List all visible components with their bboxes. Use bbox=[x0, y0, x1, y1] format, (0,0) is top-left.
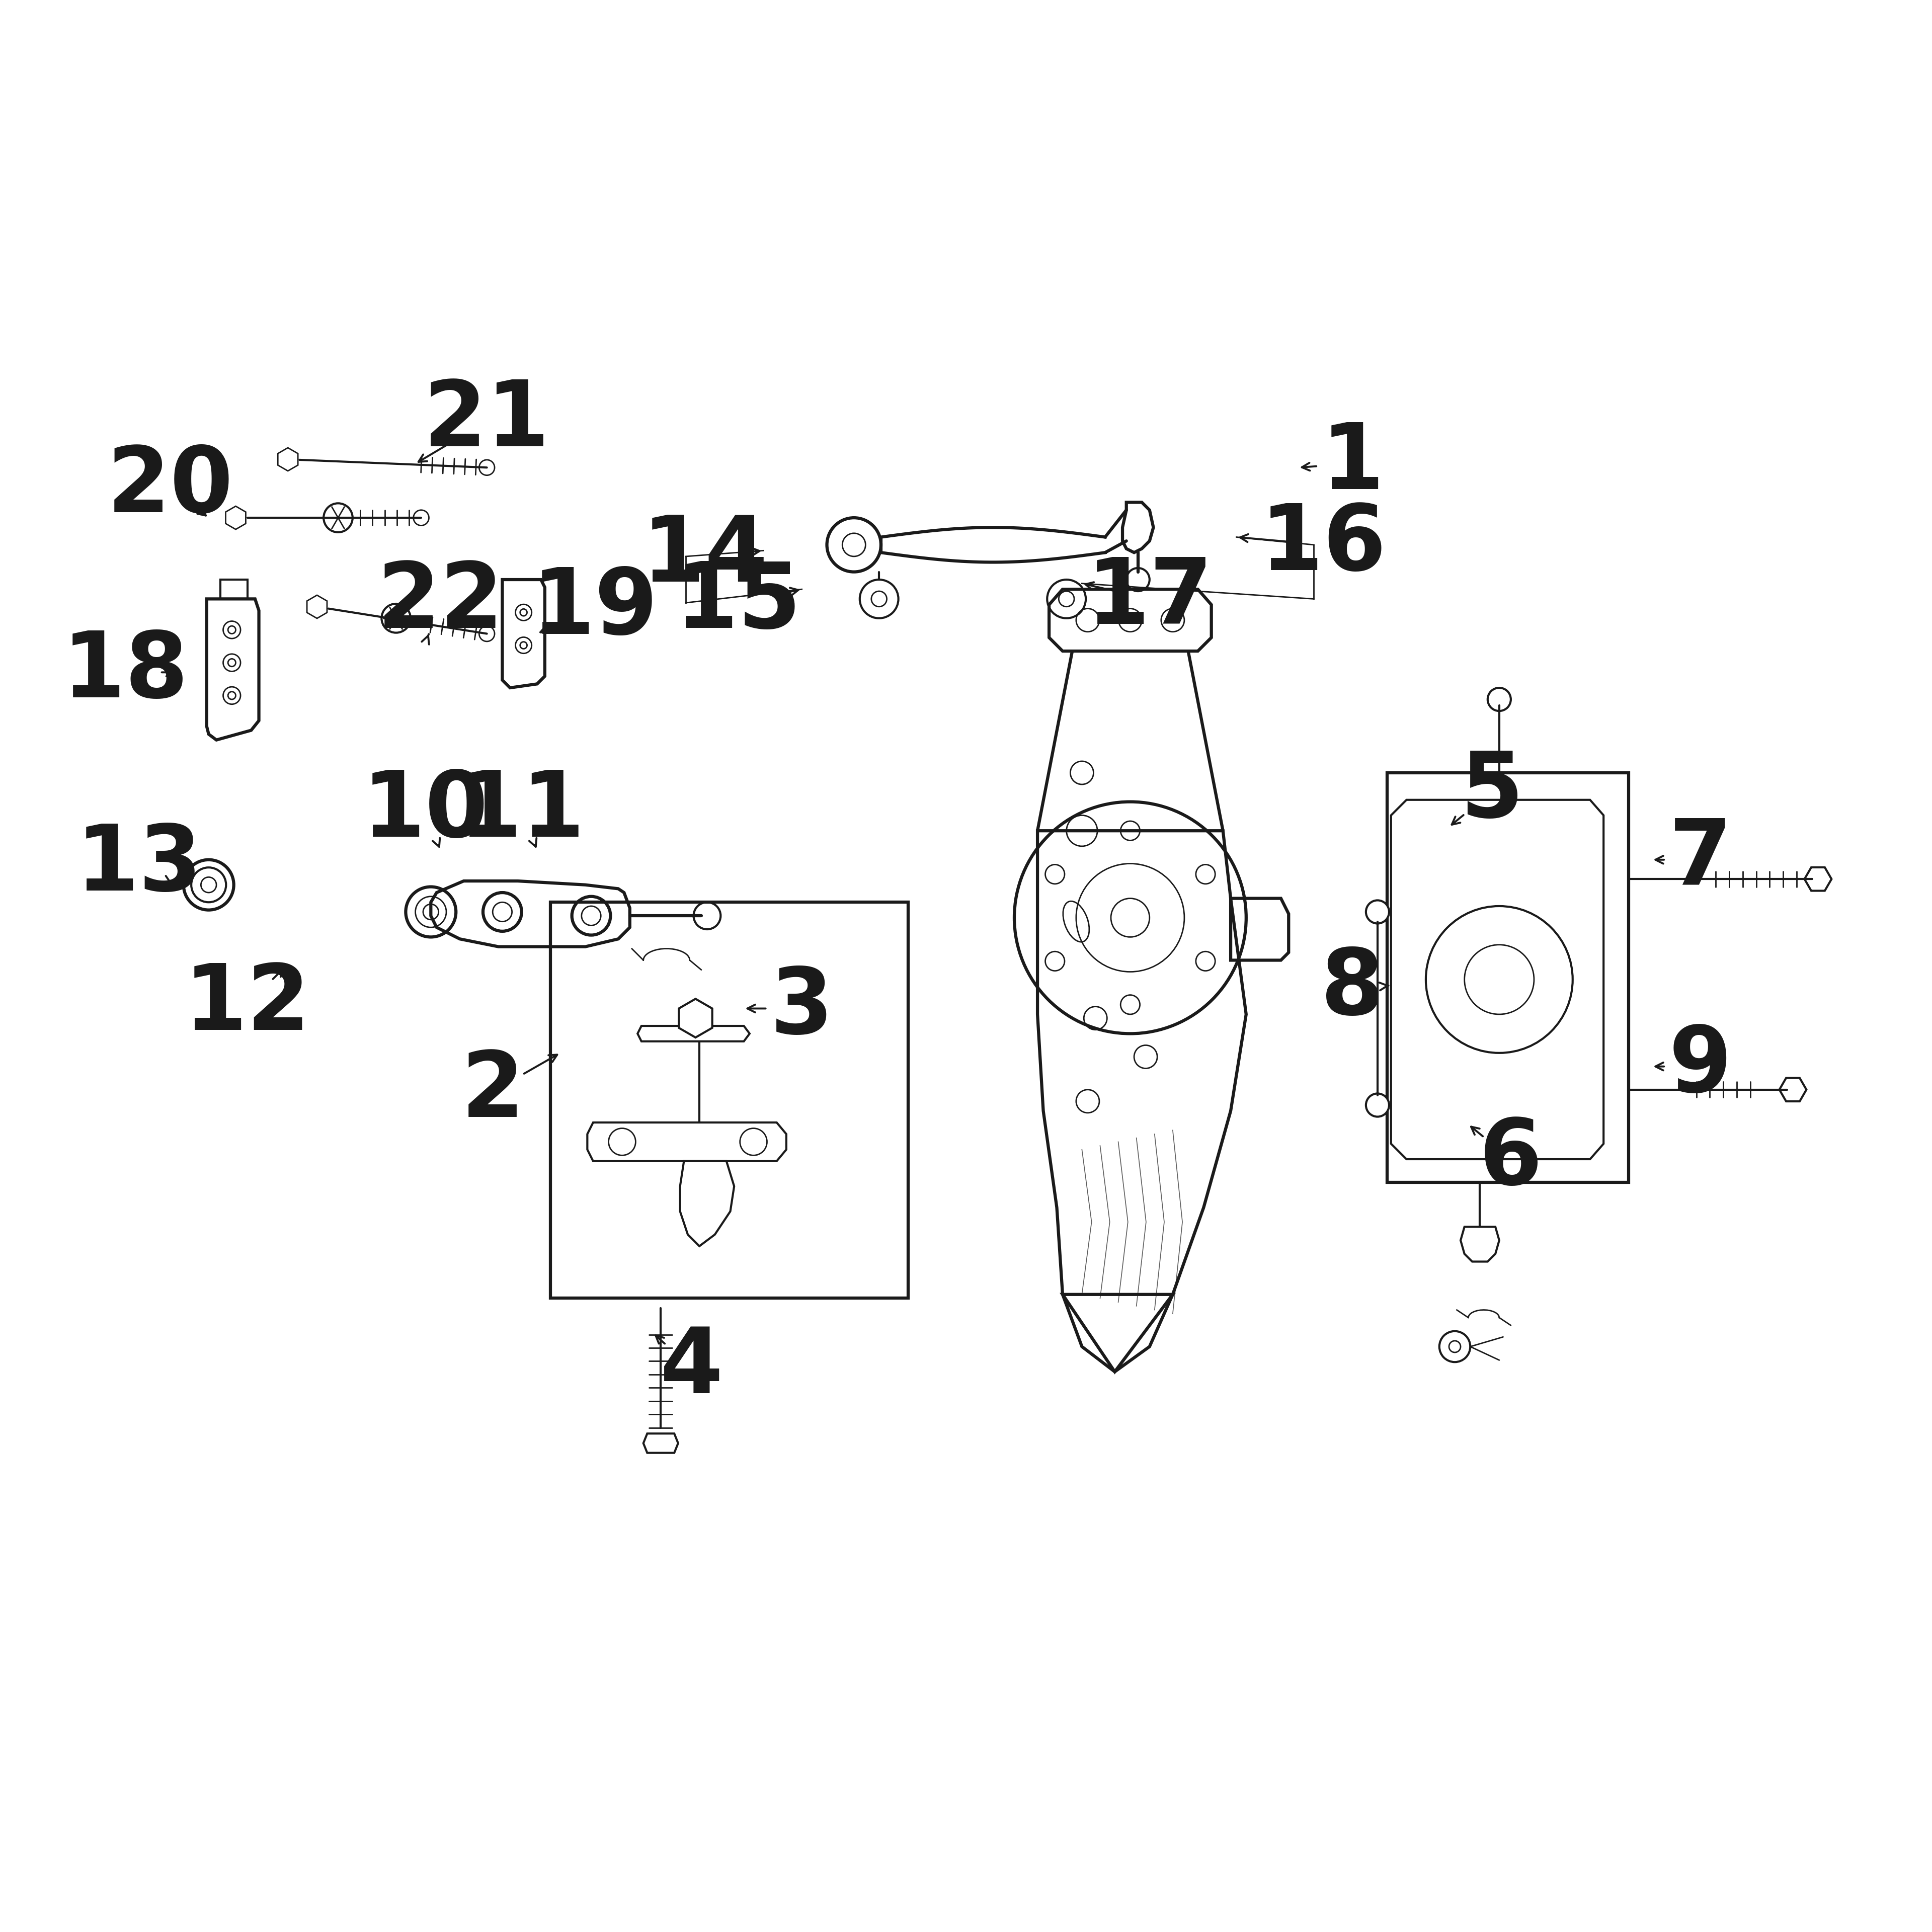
Circle shape bbox=[1047, 580, 1086, 618]
Text: 4: 4 bbox=[661, 1323, 723, 1412]
Text: 8: 8 bbox=[1321, 945, 1383, 1034]
Circle shape bbox=[1126, 568, 1150, 591]
Text: 10: 10 bbox=[361, 767, 489, 856]
Bar bbox=[1387, 773, 1629, 1182]
Polygon shape bbox=[643, 1434, 678, 1453]
Circle shape bbox=[1366, 900, 1389, 923]
Text: 21: 21 bbox=[423, 377, 551, 466]
Bar bbox=[551, 902, 908, 1298]
Text: 1: 1 bbox=[1321, 419, 1383, 508]
Text: 9: 9 bbox=[1669, 1022, 1731, 1111]
Text: 13: 13 bbox=[75, 821, 203, 910]
Text: 14: 14 bbox=[641, 512, 769, 601]
Circle shape bbox=[1488, 688, 1511, 711]
Polygon shape bbox=[638, 1026, 750, 1041]
Circle shape bbox=[381, 603, 410, 634]
Polygon shape bbox=[226, 506, 245, 529]
Text: 11: 11 bbox=[458, 767, 585, 856]
Text: 15: 15 bbox=[674, 558, 802, 647]
Circle shape bbox=[694, 902, 721, 929]
Text: 17: 17 bbox=[1086, 554, 1213, 643]
Polygon shape bbox=[1804, 867, 1832, 891]
Text: 22: 22 bbox=[377, 558, 504, 647]
Text: 18: 18 bbox=[62, 628, 189, 717]
Circle shape bbox=[1366, 1094, 1389, 1117]
Text: 2: 2 bbox=[462, 1047, 524, 1136]
Text: 6: 6 bbox=[1480, 1115, 1542, 1204]
Text: 19: 19 bbox=[531, 564, 659, 653]
Polygon shape bbox=[1779, 1078, 1806, 1101]
Text: 5: 5 bbox=[1461, 748, 1522, 837]
Polygon shape bbox=[307, 595, 327, 618]
Polygon shape bbox=[678, 999, 713, 1037]
Text: 20: 20 bbox=[106, 442, 234, 531]
Circle shape bbox=[1439, 1331, 1470, 1362]
Text: 12: 12 bbox=[184, 960, 311, 1049]
Circle shape bbox=[184, 860, 234, 910]
Polygon shape bbox=[278, 448, 298, 471]
Text: 7: 7 bbox=[1669, 815, 1731, 904]
Text: 16: 16 bbox=[1260, 500, 1387, 589]
Circle shape bbox=[860, 580, 898, 618]
Circle shape bbox=[325, 502, 354, 533]
Text: 3: 3 bbox=[771, 964, 833, 1053]
